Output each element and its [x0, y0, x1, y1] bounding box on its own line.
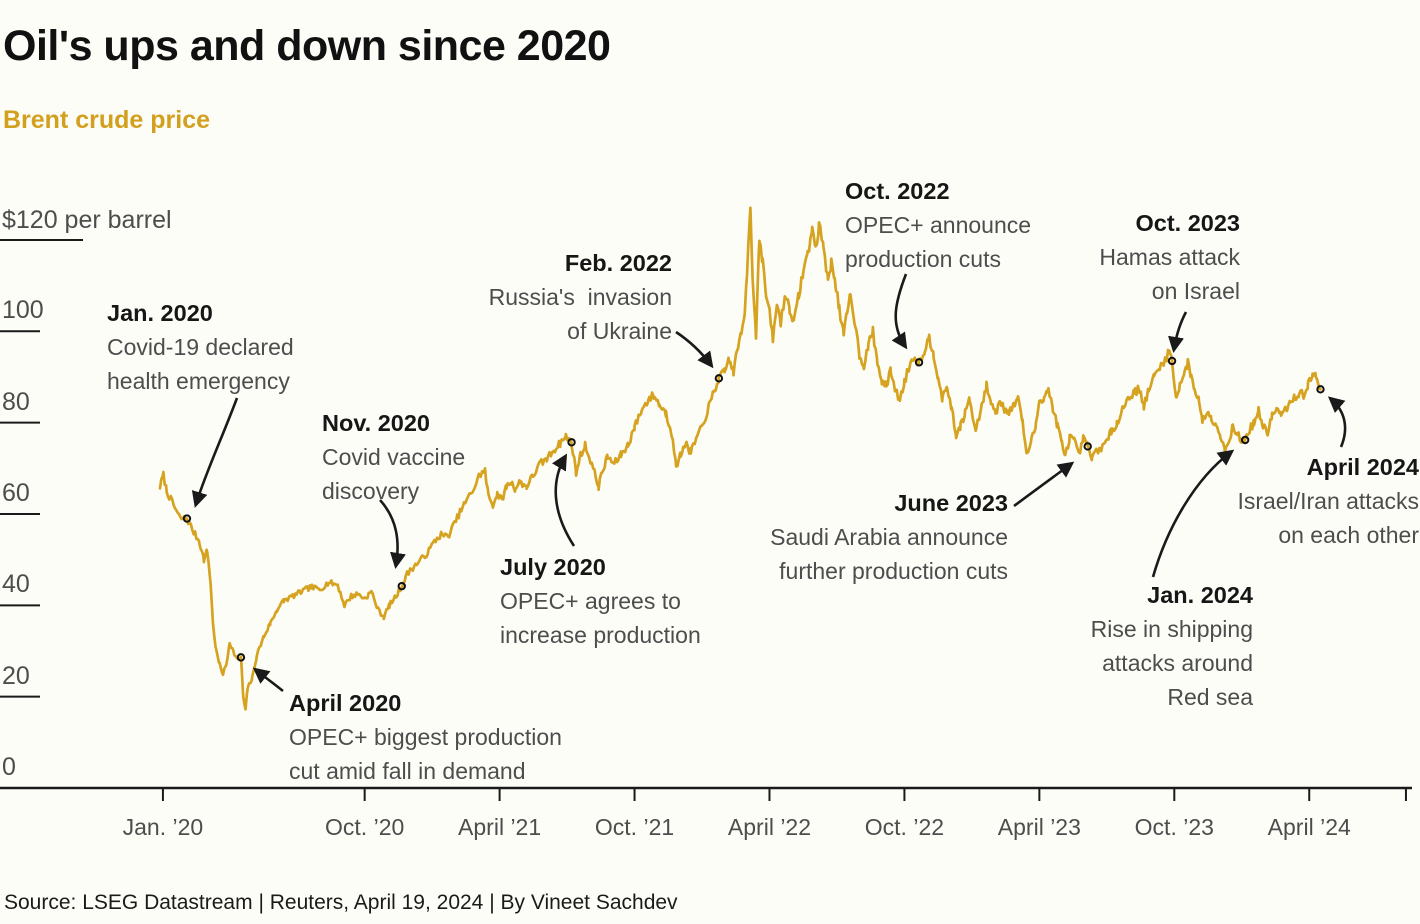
- event-description-line: on Israel: [1151, 278, 1240, 304]
- event-annotation: July 2020 OPEC+ agrees to increase product…: [500, 550, 701, 652]
- event-marker-dot: [236, 653, 246, 662]
- event-description-line: Saudi Arabia announce: [770, 524, 1008, 550]
- event-description-line: on each other: [1278, 522, 1419, 548]
- event-marker-dot: [182, 514, 192, 523]
- x-axis-label: April ’22: [727, 814, 812, 840]
- event-marker-dot: [1083, 442, 1092, 451]
- annotation-arrow: [891, 273, 908, 350]
- x-axis-label: Jan. ’20: [122, 814, 204, 840]
- event-date: Jan. 2020: [107, 300, 213, 326]
- source-credit: Source: LSEG Datastream | Reuters, April…: [4, 891, 678, 914]
- event-annotation: Nov. 2020 Covid vaccine discovery: [322, 406, 465, 508]
- event-marker-dot: [397, 581, 406, 591]
- y-axis-label: 20: [2, 661, 30, 690]
- y-axis-unit-label: $120 per barrel: [2, 206, 172, 234]
- event-annotation: Jan. 2020 Covid-19 declared health emergen…: [107, 296, 294, 398]
- event-annotation: June 2023 Saudi Arabia announce further pr…: [770, 486, 1008, 588]
- event-description-line: Israel/Iran attacks: [1237, 488, 1419, 514]
- event-annotation: Oct. 2022 OPEC+ announce production cuts: [845, 174, 1031, 276]
- annotation-arrow: [191, 397, 239, 508]
- event-description-line: further production cuts: [779, 558, 1008, 584]
- annotation-arrow: [551, 453, 576, 547]
- event-date: April 2024: [1306, 454, 1419, 480]
- event-description-line: Russia's invasion: [488, 284, 672, 310]
- event-annotation: April 2020 OPEC+ biggest production cut am…: [289, 686, 562, 788]
- annotation-arrows-layer: [191, 273, 1347, 693]
- axis-ticks-layer: [0, 238, 1412, 801]
- event-description-line: OPEC+ biggest production: [289, 724, 562, 750]
- event-date: Oct. 2023: [1135, 210, 1240, 236]
- x-axis-label: Oct. ’22: [864, 814, 945, 840]
- annotation-arrow: [1168, 311, 1188, 353]
- event-annotation: April 2024 Israel/Iran attacks on each oth…: [1237, 450, 1419, 552]
- event-marker-dot: [567, 438, 576, 447]
- event-markers-layer: [182, 356, 1325, 662]
- annotation-arrow: [379, 499, 406, 569]
- x-axis-label: Oct. ’20: [325, 814, 405, 840]
- event-annotation: Oct. 2023 Hamas attack on Israel: [1099, 206, 1240, 308]
- y-axis-label: 60: [2, 478, 30, 507]
- event-date: Jan. 2024: [1147, 582, 1253, 608]
- annotation-arrow: [675, 330, 714, 369]
- x-axis-label: Oct. ’21: [594, 814, 675, 840]
- event-description-line: discovery: [322, 478, 420, 504]
- event-description-line: OPEC+ announce: [845, 212, 1032, 238]
- event-description-line: of Ukraine: [567, 318, 672, 344]
- y-axis-label: 100: [2, 296, 44, 325]
- event-description-line: health emergency: [107, 368, 290, 394]
- chart-subtitle: Brent crude price: [3, 106, 211, 134]
- event-date: Nov. 2020: [322, 410, 430, 436]
- event-description-line: Covid vaccine: [322, 444, 466, 470]
- x-axis-label: April ’23: [997, 814, 1081, 840]
- event-marker-dot: [1316, 385, 1325, 394]
- event-date: June 2023: [894, 490, 1008, 516]
- y-axis-label: 80: [2, 387, 30, 416]
- event-marker-dot: [1167, 356, 1177, 366]
- event-description-line: production cuts: [845, 246, 1001, 272]
- event-description-line: attacks around: [1102, 650, 1253, 676]
- x-axis-label: April ’21: [458, 814, 542, 840]
- price-line-layer: [158, 206, 1322, 711]
- event-annotation: Feb. 2022 Russia's invasion of Ukraine: [489, 246, 672, 348]
- x-axis-label: Oct. ’23: [1134, 814, 1214, 840]
- x-axis-label: April ’24: [1267, 814, 1351, 840]
- event-date: Feb. 2022: [564, 250, 672, 276]
- annotation-arrow: [1151, 449, 1235, 578]
- annotation-arrow: [1013, 461, 1075, 508]
- y-axis-label: 0: [2, 753, 16, 781]
- page-title: Oil's ups and down since 2020: [3, 22, 611, 70]
- event-description-line: cut amid fall in demand: [289, 758, 526, 784]
- annotation-arrow: [1327, 396, 1347, 448]
- event-description-line: Covid-19 declared: [107, 334, 294, 360]
- y-axis-label: 40: [2, 570, 30, 599]
- event-marker-dot: [1240, 435, 1250, 445]
- event-marker-dot: [914, 358, 924, 367]
- event-date: April 2020: [289, 690, 402, 716]
- event-marker-dot: [714, 374, 724, 383]
- event-description-line: Hamas attack: [1099, 244, 1240, 270]
- event-description-line: OPEC+ agrees to: [500, 588, 681, 614]
- event-description-line: Red sea: [1167, 684, 1253, 710]
- annotation-arrow: [252, 667, 284, 693]
- event-annotation: Jan. 2024 Rise in shipping attacks around R…: [1091, 578, 1253, 714]
- event-date: Oct. 2022: [845, 178, 950, 204]
- brent-price-line: [158, 206, 1322, 711]
- event-date: July 2020: [500, 554, 606, 580]
- event-description-line: Rise in shipping: [1090, 616, 1253, 642]
- event-description-line: increase production: [500, 622, 701, 648]
